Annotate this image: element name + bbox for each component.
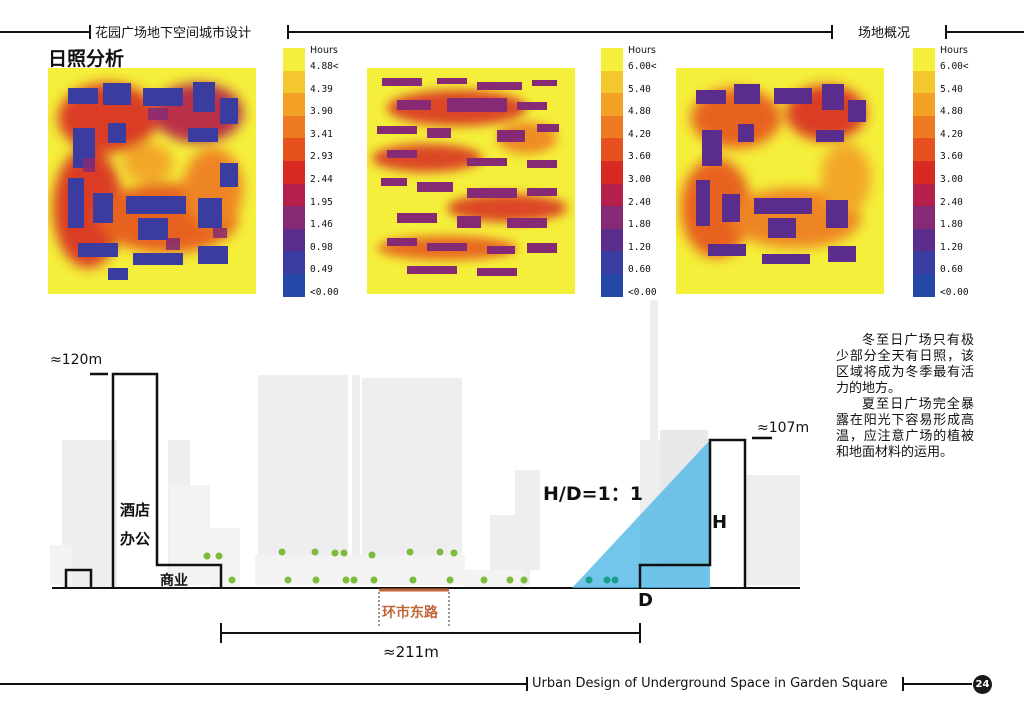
footer-title: Urban Design of Underground Space in Gar… xyxy=(532,676,888,691)
legend-swatch xyxy=(601,48,623,71)
legend-value-label: 3.90 xyxy=(310,106,333,118)
legend-swatch xyxy=(283,274,305,297)
legend-swatch xyxy=(601,138,623,161)
legend-value-label: 5.40 xyxy=(628,83,651,95)
legend-swatch xyxy=(601,274,623,297)
urban-section-diagram xyxy=(50,300,800,643)
legend-value-label: 5.40 xyxy=(940,83,963,95)
legend-value-label: 1.20 xyxy=(628,241,651,253)
legend-swatch xyxy=(283,251,305,274)
sunlight-map-3 xyxy=(676,68,884,294)
legend-swatch xyxy=(283,93,305,116)
distance-label: ≈211m xyxy=(383,643,439,661)
commerce-label: 商业 xyxy=(160,573,188,589)
legend-value-label: 4.39 xyxy=(310,83,333,95)
description: 冬至日广场只有极少部分全天有日照，该区域将成为冬季最有活力的地方。 夏至日广场完… xyxy=(836,333,974,461)
legend-value-label: 3.41 xyxy=(310,128,333,140)
road-label: 环市东路 xyxy=(382,605,438,621)
legend-unit: Hours xyxy=(310,45,338,56)
legend-value-label: 2.40 xyxy=(628,196,651,208)
hd-ratio-label: H/D=1：1 xyxy=(543,483,643,505)
legend-value-label: 2.44 xyxy=(310,174,333,185)
legend-value-label: 1.80 xyxy=(628,219,651,231)
legend-value-label: <0.00 xyxy=(940,287,969,298)
office-label: 办公 xyxy=(120,530,151,548)
legend-value-label: 0.60 xyxy=(940,264,963,276)
legend-value-label: 3.60 xyxy=(628,151,651,163)
legend-swatch xyxy=(913,161,935,184)
hotel-label: 酒店 xyxy=(120,501,151,519)
legend-value-label: 2.93 xyxy=(310,151,333,163)
legend-value-label: 3.00 xyxy=(628,174,651,185)
legend-value-label: 1.20 xyxy=(940,241,963,253)
legend-value-label: <0.00 xyxy=(310,287,339,298)
legend-value-label: 1.95 xyxy=(310,196,333,208)
height-label-right: ≈107m xyxy=(757,420,810,436)
legend-value-label: <0.00 xyxy=(628,287,657,298)
legend-value-label: 0.60 xyxy=(628,264,651,276)
height-label-left: ≈120m xyxy=(50,352,103,368)
summer-paragraph: 夏至日广场完全暴露在阳光下容易形成高温，应注意广场的植被和地面材料的运用。 xyxy=(836,397,974,460)
winter-paragraph: 冬至日广场只有极少部分全天有日照，该区域将成为冬季最有活力的地方。 xyxy=(836,333,974,396)
legend-swatch xyxy=(283,48,305,71)
legend-swatch xyxy=(283,161,305,184)
legend-unit: Hours xyxy=(940,45,968,56)
legend-swatch xyxy=(913,115,935,139)
legend-value-label: 4.20 xyxy=(940,128,963,140)
legend-value-label: 6.00< xyxy=(628,61,657,72)
legend-value-label: 3.00 xyxy=(940,174,963,185)
legend-value-label: 3.60 xyxy=(940,151,963,163)
legend-value-label: 4.80 xyxy=(940,106,963,118)
header-right-title: 场地概况 xyxy=(858,26,911,41)
legend-value-label: 6.00< xyxy=(940,61,969,72)
legend-swatch xyxy=(913,93,935,116)
legend-value-label: 0.98 xyxy=(310,241,333,253)
legend-swatch xyxy=(283,70,305,94)
legend-swatch xyxy=(601,70,623,94)
legend-swatch xyxy=(601,115,623,139)
header-left-title: 花园广场地下空间城市设计 xyxy=(95,26,252,41)
d-label: D xyxy=(638,590,653,611)
legend-unit: Hours xyxy=(628,45,656,56)
legend-value-label: 4.88< xyxy=(310,61,339,72)
legend-swatch xyxy=(601,251,623,274)
legend-swatch xyxy=(913,228,935,252)
legend-swatch xyxy=(913,70,935,94)
legend-value-label: 4.80 xyxy=(628,106,651,118)
legend-swatch xyxy=(601,206,623,229)
legend-swatch xyxy=(913,48,935,71)
legend-value-label: 4.20 xyxy=(628,128,651,140)
legend-swatch xyxy=(913,274,935,297)
legend-swatch xyxy=(601,161,623,184)
legend-swatch xyxy=(601,183,623,207)
legend-swatch xyxy=(601,228,623,252)
legend-swatch xyxy=(601,93,623,116)
legend-swatch xyxy=(283,115,305,139)
section-title: 日照分析 xyxy=(48,48,125,70)
sunlight-map-1 xyxy=(48,68,256,294)
sunlight-map-2 xyxy=(367,68,575,294)
legend-swatch xyxy=(913,206,935,229)
legend-value-label: 1.46 xyxy=(310,219,333,231)
h-label: H xyxy=(712,512,728,533)
legend-value-label: 2.40 xyxy=(940,196,963,208)
legend-value-label: 1.80 xyxy=(940,219,963,231)
legend-swatch xyxy=(913,251,935,274)
legend-swatch xyxy=(283,228,305,252)
page-number: 24 xyxy=(973,675,992,694)
legend-swatch xyxy=(283,138,305,161)
legend-value-label: 0.49 xyxy=(310,264,333,276)
legend-swatch xyxy=(283,206,305,229)
legend-swatch xyxy=(283,183,305,207)
legend-swatch xyxy=(913,183,935,207)
legend-swatch xyxy=(913,138,935,161)
